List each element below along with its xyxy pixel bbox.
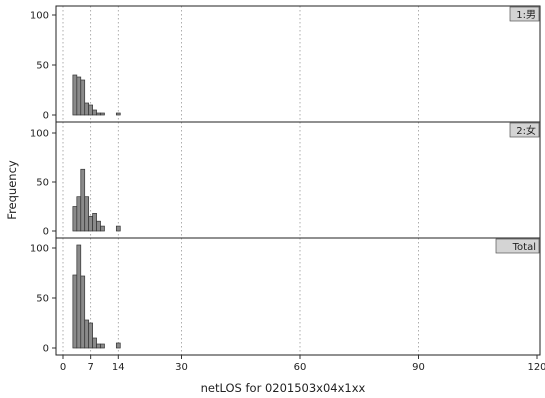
y-tick-label: 50 bbox=[36, 178, 49, 189]
histogram-bar bbox=[88, 215, 93, 232]
histogram-bar bbox=[115, 342, 121, 349]
panel-tag-box bbox=[495, 238, 540, 254]
histogram-bar bbox=[76, 244, 82, 349]
x-tick-label: 7 bbox=[87, 362, 93, 373]
y-tick-label: 50 bbox=[36, 294, 49, 305]
y-tick-label: 0 bbox=[43, 227, 49, 238]
chart-panels: 0 50 100 1:男 0 50 100 2:女 0 50 100 Total bbox=[30, 5, 541, 356]
histogram-bar bbox=[100, 225, 105, 232]
x-tick-label: 120 bbox=[527, 362, 545, 373]
y-tick-label: 0 bbox=[43, 344, 49, 355]
histogram-bar bbox=[100, 112, 105, 116]
histogram-bar bbox=[88, 322, 93, 349]
histogram-bar bbox=[92, 337, 97, 349]
histogram-bar bbox=[76, 196, 82, 232]
histogram-bar bbox=[84, 319, 90, 349]
histogram-bar bbox=[80, 275, 86, 349]
histogram-bar bbox=[88, 104, 93, 116]
histogram-bar bbox=[96, 112, 101, 116]
histogram-bar bbox=[96, 220, 101, 232]
histogram-bar bbox=[72, 74, 78, 116]
panel-tag-label: 2:女 bbox=[516, 124, 536, 137]
x-axis-title: netLOS for 0201503x04x1xx bbox=[201, 381, 366, 395]
y-tick-label: 100 bbox=[30, 11, 49, 22]
histogram-bar bbox=[76, 76, 82, 116]
panel-tag-box bbox=[509, 122, 540, 138]
histogram-bar bbox=[100, 343, 105, 349]
x-tick-label: 90 bbox=[412, 362, 425, 373]
x-tick-label: 30 bbox=[175, 362, 188, 373]
histogram-bar bbox=[80, 79, 86, 116]
y-tick-label: 0 bbox=[43, 111, 49, 122]
panel-1: 0 50 100 1:男 bbox=[30, 5, 541, 123]
panel-tag-label: 1:男 bbox=[516, 9, 536, 21]
histogram-bar bbox=[92, 213, 97, 232]
histogram-bar bbox=[96, 343, 101, 349]
y-tick-label: 50 bbox=[36, 61, 49, 72]
histogram-bar bbox=[92, 109, 97, 116]
histogram-bar bbox=[72, 206, 78, 232]
y-tick-label: 100 bbox=[30, 129, 49, 140]
histogram-bar bbox=[84, 102, 90, 116]
panel-tag-box bbox=[509, 6, 540, 22]
panel-tag-label: Total bbox=[512, 242, 536, 253]
histogram-bar bbox=[72, 274, 78, 349]
x-axis: 0 7 14 30 60 90 120 bbox=[60, 355, 545, 373]
y-axis-title: Frequency bbox=[5, 160, 19, 220]
panel-3: 0 50 100 Total bbox=[30, 237, 541, 356]
y-tick-label: 100 bbox=[30, 244, 49, 255]
panel-frame bbox=[55, 237, 541, 356]
histogram-bar bbox=[84, 196, 90, 232]
x-tick-label: 14 bbox=[112, 362, 125, 373]
histogram-bar bbox=[115, 225, 121, 232]
x-tick-label: 0 bbox=[60, 362, 66, 373]
histogram-bar bbox=[115, 112, 121, 116]
histogram-bar bbox=[80, 168, 86, 232]
x-tick-label: 60 bbox=[294, 362, 307, 373]
